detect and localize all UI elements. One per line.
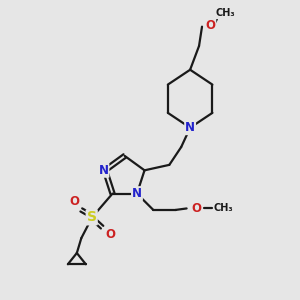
- Text: O: O: [205, 19, 215, 32]
- Text: O: O: [105, 227, 115, 241]
- Text: N: N: [185, 121, 195, 134]
- Text: O: O: [191, 202, 201, 215]
- Text: N: N: [98, 164, 109, 177]
- Text: CH₃: CH₃: [216, 8, 236, 18]
- Text: O: O: [70, 195, 80, 208]
- Text: CH₃: CH₃: [214, 203, 234, 213]
- Text: N: N: [132, 187, 142, 200]
- Text: S: S: [87, 210, 97, 224]
